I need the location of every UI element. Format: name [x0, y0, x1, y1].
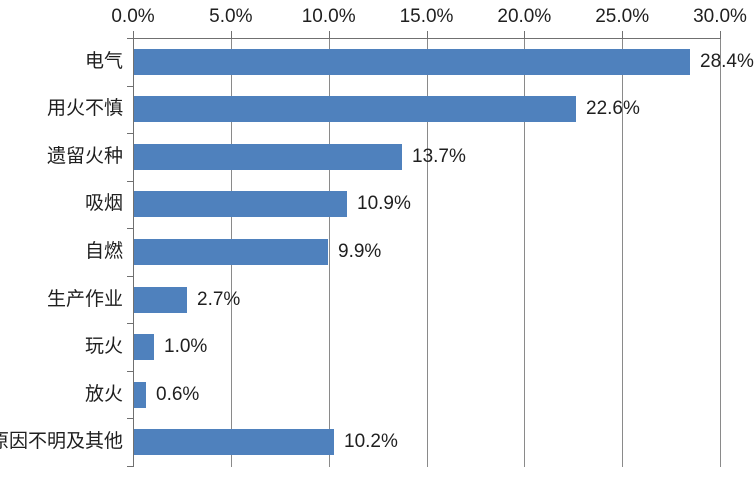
- category-label: 自燃: [84, 241, 123, 262]
- y-axis-tick-mark: [127, 86, 134, 87]
- value-label: 28.4%: [700, 51, 754, 72]
- x-axis-tick-mark: [524, 31, 526, 39]
- gridline: [720, 39, 721, 467]
- value-label: 2.7%: [197, 289, 241, 310]
- bar: [134, 239, 328, 265]
- value-label: 10.9%: [357, 193, 411, 214]
- y-axis-tick-mark: [127, 133, 134, 134]
- x-axis-tick-mark: [133, 31, 134, 39]
- bar: [134, 334, 154, 360]
- category-label: 用火不慎: [46, 98, 123, 120]
- x-axis-tick-label: 25.0%: [595, 6, 650, 27]
- y-axis-tick-mark: [127, 418, 134, 419]
- y-axis-tick-mark: [127, 371, 134, 372]
- y-axis-tick-mark: [127, 276, 134, 277]
- category-label: 电气: [84, 50, 123, 72]
- category-label: 生产作业: [46, 288, 123, 310]
- y-axis-tick-mark: [127, 228, 134, 229]
- y-axis-tick-mark: [127, 181, 134, 182]
- gridline: [328, 39, 330, 467]
- x-axis-tick-label: 30.0%: [693, 6, 747, 27]
- value-label: 13.7%: [412, 146, 466, 167]
- bar: [134, 429, 334, 455]
- category-label: 原因不明及其他: [0, 431, 123, 453]
- x-axis-tick-mark: [426, 31, 428, 39]
- y-axis-tick-mark: [127, 466, 134, 467]
- category-label: 吸烟: [84, 193, 123, 215]
- y-axis-tick-mark: [127, 38, 134, 39]
- x-axis-tick-label: 5.0%: [209, 6, 253, 27]
- bar: [134, 49, 690, 75]
- x-axis-tick-label: 0.0%: [111, 6, 155, 27]
- x-axis-tick-mark: [720, 31, 721, 39]
- value-label: 22.6%: [586, 98, 640, 119]
- x-axis-tick-mark: [328, 31, 330, 39]
- plot-area: 28.4% 22.6% 13.7% 10.9% 9.9% 2.7% 1.0% 0.6% 10.2…: [127, 31, 754, 467]
- x-axis-tick-label: 15.0%: [399, 6, 454, 27]
- bar: [134, 191, 347, 217]
- value-label: 1.0%: [164, 336, 208, 357]
- bar: [134, 96, 576, 122]
- x-axis-tick-mark: [622, 31, 624, 39]
- category-label: 遗留火种: [46, 145, 123, 167]
- bar: [134, 144, 402, 170]
- x-axis-tick-mark: [230, 31, 232, 39]
- gridline: [622, 39, 624, 467]
- category-label: 放火: [84, 383, 123, 405]
- value-label: 9.9%: [338, 241, 382, 262]
- x-axis-tick-label: 20.0%: [497, 6, 552, 27]
- x-axis-tick-label: 10.0%: [301, 6, 356, 27]
- bar: [134, 382, 146, 408]
- value-label: 10.2%: [344, 431, 398, 452]
- y-axis-tick-mark: [127, 323, 134, 324]
- bar: [134, 287, 187, 313]
- value-label: 0.6%: [156, 384, 200, 405]
- gridline: [524, 39, 526, 467]
- gridline: [426, 39, 428, 467]
- category-label: 玩火: [84, 336, 123, 358]
